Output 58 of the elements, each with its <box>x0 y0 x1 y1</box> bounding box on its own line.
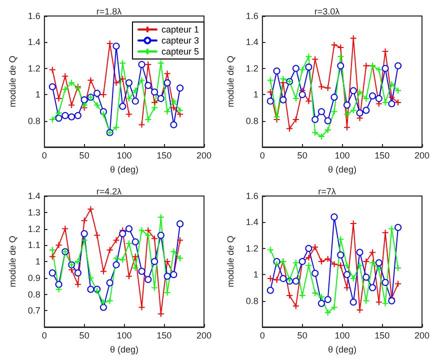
x-axis-title: θ (deg) <box>110 344 138 354</box>
y-axis-title: module de Q <box>226 236 236 288</box>
x-axis-title: θ (deg) <box>110 164 138 174</box>
y-tick-label: 1.1 <box>28 240 40 250</box>
y-tick-label: 0.9 <box>28 272 40 283</box>
chart-title: r=3.0λ <box>314 6 340 16</box>
y-tick-label: 0.7 <box>28 306 40 316</box>
x-tick-label: 0 <box>260 330 265 340</box>
y-tick-label: 1.2 <box>246 243 258 254</box>
x-tick-label: 200 <box>414 150 430 160</box>
y-tick-label: 0.8 <box>246 296 258 306</box>
y-tick-label: 1.2 <box>28 224 40 234</box>
y-tick-label: 1.2 <box>246 63 258 74</box>
x-tick-label: 150 <box>374 150 390 160</box>
y-tick-label: 1.6 <box>28 11 40 21</box>
x-tick-label: 50 <box>297 330 308 340</box>
x-tick-label: 50 <box>79 330 90 340</box>
y-tick-label: 1 <box>253 90 258 100</box>
y-axis-title: module de Q <box>8 56 18 108</box>
y-axis-title: module de Q <box>226 56 236 108</box>
y-tick-label: 1.4 <box>28 37 40 48</box>
y-tick-label: 1 <box>253 270 258 280</box>
x-tick-label: 0 <box>260 150 265 160</box>
y-tick-label: 1.4 <box>246 37 258 48</box>
x-tick-label: 100 <box>116 330 132 340</box>
legend-label: capteur 5 <box>161 46 200 56</box>
y-tick-label: 1.4 <box>28 191 40 201</box>
y-tick-label: 1.6 <box>246 191 258 201</box>
x-tick-label: 100 <box>334 330 350 340</box>
x-tick-label: 0 <box>42 330 47 340</box>
y-tick-label: 1.6 <box>246 11 258 21</box>
legend-label: capteur 3 <box>161 36 200 46</box>
legend-label: capteur 1 <box>161 24 200 34</box>
x-tick-label: 50 <box>297 150 308 160</box>
x-tick-label: 200 <box>196 330 212 340</box>
y-tick-label: 1.3 <box>28 207 40 218</box>
x-tick-label: 100 <box>116 150 132 160</box>
y-tick-label: 1 <box>35 256 40 266</box>
y-axis-title: module de Q <box>8 236 18 288</box>
chart-title: r=4.2λ <box>96 186 122 196</box>
x-axis-title: θ (deg) <box>328 344 356 354</box>
y-tick-label: 1 <box>35 90 40 100</box>
y-tick-label: 0.8 <box>246 116 258 126</box>
x-tick-label: 100 <box>334 150 350 160</box>
chart-title: r=1.8λ <box>96 6 122 16</box>
chart-title: r=7λ <box>318 186 336 196</box>
x-tick-label: 50 <box>79 150 90 160</box>
x-tick-label: 150 <box>374 330 390 340</box>
x-tick-label: 200 <box>196 150 212 160</box>
y-tick-label: 0.8 <box>28 116 40 126</box>
x-tick-label: 0 <box>42 150 47 160</box>
x-tick-label: 150 <box>156 150 172 160</box>
y-tick-label: 0.8 <box>28 289 40 300</box>
y-tick-label: 1.2 <box>28 63 40 74</box>
x-tick-label: 200 <box>414 330 430 340</box>
x-tick-label: 150 <box>156 330 172 340</box>
y-tick-label: 1.4 <box>246 217 258 228</box>
x-axis-title: θ (deg) <box>328 164 356 174</box>
